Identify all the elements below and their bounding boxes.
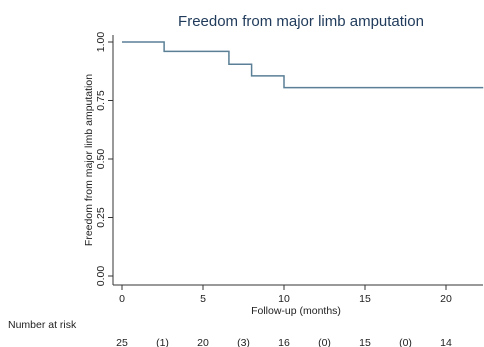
y-axis-label: Freedom from major limb amputation bbox=[83, 74, 95, 246]
y-tick-label: 0.50 bbox=[95, 149, 107, 170]
risk-count: 16 bbox=[278, 337, 290, 347]
y-tick-label: 0.25 bbox=[95, 207, 107, 228]
plot-area bbox=[122, 41, 484, 89]
risk-count: (0) bbox=[318, 337, 331, 347]
risk-count: (0) bbox=[399, 337, 412, 347]
x-tick-label: 15 bbox=[359, 293, 371, 305]
y-tick-label: 1.00 bbox=[95, 32, 107, 53]
x-tick-label: 10 bbox=[278, 293, 290, 305]
survival-line bbox=[122, 41, 484, 89]
ticks: 0.00 0.25 0.50 0.75 1.00 0 5 10 15 20 bbox=[95, 32, 452, 305]
y-tick-label: 0.75 bbox=[95, 90, 107, 111]
risk-count: (3) bbox=[237, 337, 250, 347]
risk-count: 20 bbox=[197, 337, 209, 347]
risk-count: (1) bbox=[156, 337, 169, 347]
risk-table: 25 (1) 20 (3) 16 (0) 15 (0) 14 bbox=[116, 337, 452, 347]
risk-count: 14 bbox=[440, 337, 452, 347]
risk-count: 15 bbox=[359, 337, 371, 347]
x-axis-label: Follow-up (months) bbox=[251, 305, 341, 317]
x-tick-label: 5 bbox=[200, 293, 206, 305]
x-tick-label: 20 bbox=[440, 293, 452, 305]
risk-table-label: Number at risk bbox=[8, 319, 77, 331]
y-tick-label: 0.00 bbox=[95, 266, 107, 287]
risk-count: 25 bbox=[116, 337, 128, 347]
chart-title: Freedom from major limb amputation bbox=[178, 13, 424, 30]
x-tick-label: 0 bbox=[119, 293, 125, 305]
axes bbox=[112, 35, 483, 286]
